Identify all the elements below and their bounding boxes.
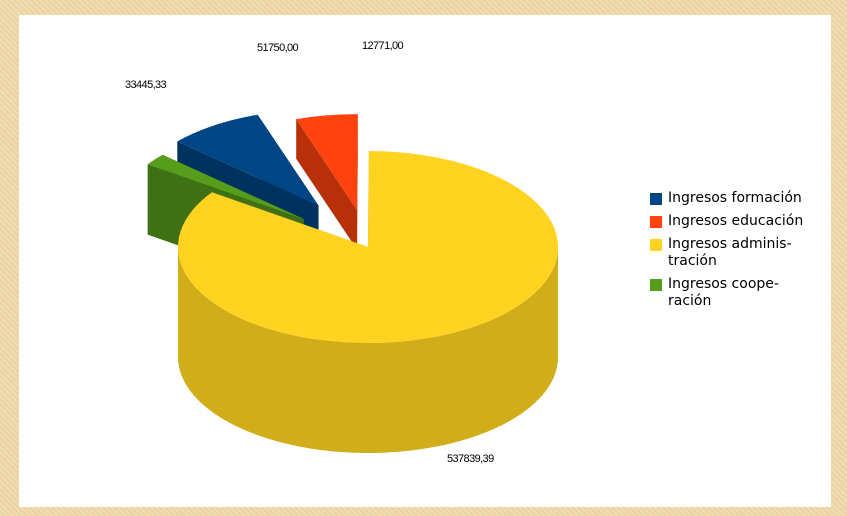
chart-legend: Ingresos formación Ingresos educación In… bbox=[650, 190, 830, 316]
chart-panel: 51750,00 33445,33 537839,39 12771,00 bbox=[19, 15, 831, 507]
legend-label: Ingresos adminis-tración bbox=[668, 236, 792, 269]
data-label: 537839,39 bbox=[447, 453, 494, 465]
slice-side-face bbox=[357, 114, 358, 250]
legend-item-educacion: Ingresos educación bbox=[650, 213, 820, 230]
slice-top-face bbox=[147, 154, 304, 219]
pie-chart: 51750,00 33445,33 537839,39 12771,00 bbox=[125, 40, 558, 465]
legend-swatch bbox=[650, 239, 662, 251]
slice-side-face bbox=[296, 119, 358, 250]
slice-top-face bbox=[296, 114, 358, 211]
legend-label: Ingresos formación bbox=[668, 190, 802, 206]
slice-top-face bbox=[177, 114, 319, 206]
legend-swatch bbox=[650, 279, 662, 291]
data-label: 51750,00 bbox=[257, 42, 299, 54]
pie-slice bbox=[177, 151, 558, 453]
slice-top-face bbox=[177, 151, 558, 343]
data-label: 12771,00 bbox=[362, 40, 404, 52]
legend-swatch bbox=[650, 193, 662, 205]
legend-label: Ingresos educación bbox=[668, 213, 804, 229]
legend-item-formacion: Ingresos formación bbox=[650, 190, 820, 207]
legend-label: Ingresos coope-ración bbox=[668, 276, 779, 309]
legend-item-cooperacion: Ingresos coope-ración bbox=[650, 276, 820, 310]
slice-outer-wall bbox=[178, 247, 558, 453]
legend-swatch bbox=[650, 216, 662, 228]
data-label: 33445,33 bbox=[125, 79, 167, 91]
legend-item-administracion: Ingresos adminis-tración bbox=[650, 236, 820, 270]
pie-slice bbox=[296, 114, 358, 250]
